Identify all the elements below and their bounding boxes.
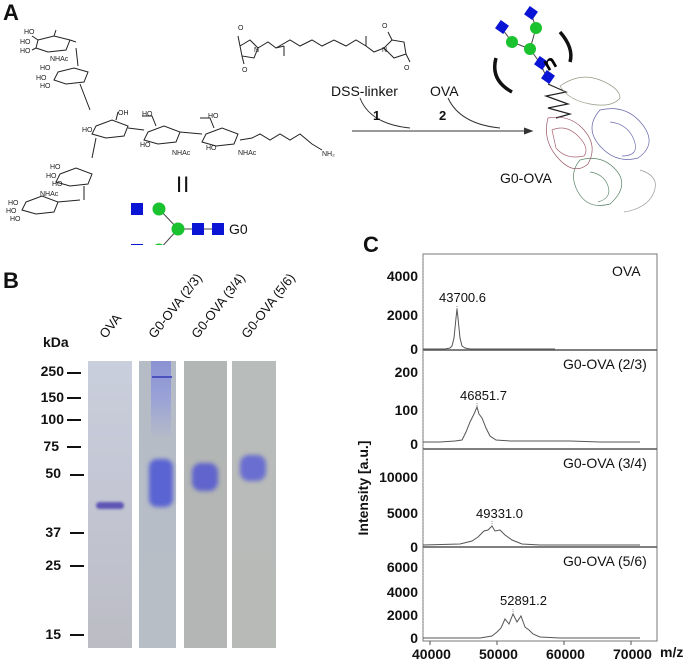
svg-text:HO: HO — [24, 29, 35, 36]
marker-37: 37 — [45, 524, 61, 540]
ytick: 2000 — [386, 607, 418, 623]
xtick-70000: 70000 — [613, 646, 652, 662]
panel-a-letter: A — [3, 0, 19, 25]
band-ova — [96, 502, 124, 509]
peak-label-ova: 43700.6 — [439, 290, 486, 305]
svg-text:O: O — [404, 65, 410, 72]
panel-a-scheme: HO HO HO NHAc HO HO HO OH HO HO HO HO NH… — [6, 6, 656, 245]
marker-150: 150 — [40, 389, 64, 405]
svg-text:N: N — [254, 47, 259, 54]
xtick-50000: 50000 — [479, 646, 518, 662]
spectrum-title-g0-ova-3-4: G0-OVA (3/4) — [563, 455, 647, 471]
ova-reagent-label: OVA — [430, 83, 459, 99]
ms-xlabel: m/z — [660, 644, 684, 660]
svg-text:NH₂: NH₂ — [322, 151, 335, 158]
reaction-arrow — [352, 97, 534, 135]
peak-label-g0-ova-3-4: 49331.0 — [476, 506, 523, 521]
gel-lane-g0-ova-5-6 — [232, 361, 276, 648]
spectrum-title-g0-ova-5-6: G0-OVA (5/6) — [563, 553, 647, 569]
marker-75: 75 — [43, 438, 59, 454]
ytick: 5000 — [386, 505, 418, 521]
g0-ova-cartoon — [493, 6, 656, 213]
g0-ova-product-label: G0-OVA — [500, 170, 552, 186]
equals-symbol: II — [176, 172, 191, 197]
svg-text:NHAc: NHAc — [40, 191, 59, 198]
g0-glycan-label: G0 — [229, 221, 248, 237]
ytick: 200 — [394, 364, 418, 380]
svg-text:OH: OH — [118, 110, 129, 117]
band-g0-ova-2-3 — [149, 459, 173, 507]
marker-tick — [67, 419, 81, 421]
band-g0-ova-3-4 — [192, 463, 218, 491]
gel-lane-g0-ova-2-3 — [139, 361, 176, 648]
marker-tick — [67, 446, 81, 448]
marker-tick — [67, 397, 81, 399]
marker-100: 100 — [40, 411, 64, 427]
marker-15: 15 — [45, 626, 61, 642]
marker-tick — [70, 532, 84, 534]
panel-c-letter: C — [363, 232, 379, 257]
marker-tick — [70, 565, 84, 567]
marker-tick — [67, 372, 81, 374]
marker-25: 25 — [45, 557, 61, 573]
marker-250: 250 — [40, 363, 64, 379]
marker-tick — [70, 474, 84, 476]
linker-label: DSS-linker — [331, 83, 398, 99]
svg-text:NHAc: NHAc — [238, 150, 257, 157]
svg-text:HO: HO — [208, 113, 219, 120]
svg-text:HO: HO — [36, 75, 47, 82]
svg-text:O: O — [382, 23, 388, 30]
peak-label-g0-ova-5-6: 52891.2 — [500, 593, 547, 608]
ytick: 4000 — [386, 584, 418, 600]
smear-high — [151, 361, 171, 436]
step-2-label: 2 — [439, 108, 447, 123]
ytick: 100 — [394, 402, 418, 418]
svg-text:HO: HO — [40, 65, 51, 72]
ytick: 0 — [410, 436, 418, 452]
ytick: 0 — [410, 630, 418, 646]
gel-lane-g0-ova-3-4 — [184, 361, 227, 648]
step-1-label: 1 — [373, 108, 381, 123]
band-g0-ova-5-6 — [240, 455, 266, 481]
ytick: 6000 — [386, 559, 418, 575]
svg-text:HO: HO — [20, 39, 31, 46]
ytick: 2000 — [386, 307, 418, 323]
svg-text:HO: HO — [8, 200, 19, 207]
ytick: 10000 — [379, 469, 418, 485]
svg-text:N: N — [382, 47, 387, 54]
peak-label-g0-ova-2-3: 46851.7 — [460, 388, 507, 403]
svg-text:HO: HO — [206, 145, 217, 152]
svg-text:NHAc: NHAc — [50, 56, 69, 63]
svg-text:O: O — [242, 67, 248, 74]
svg-text:HO: HO — [6, 208, 17, 215]
ytick: 4000 — [386, 268, 418, 284]
svg-text:HO: HO — [46, 173, 57, 180]
svg-text:O: O — [238, 25, 244, 32]
dss-linker-structure — [237, 31, 411, 65]
svg-text:NHAc: NHAc — [172, 150, 191, 157]
gel-lane-ova — [88, 361, 132, 648]
xtick-60000: 60000 — [546, 646, 585, 662]
g0-glycan-cartoon — [131, 202, 224, 245]
marker-50: 50 — [45, 465, 61, 481]
marker-tick — [70, 634, 84, 636]
xtick-40000: 40000 — [412, 646, 451, 662]
ytick: 0 — [410, 539, 418, 555]
kda-unit-label: kDa — [43, 334, 69, 350]
spectrum-title-g0-ova-2-3: G0-OVA (2/3) — [563, 356, 647, 372]
glycan-structure — [21, 29, 323, 215]
svg-text:HO: HO — [82, 127, 93, 134]
svg-text:HO: HO — [50, 164, 61, 171]
spectrum-title-ova: OVA — [612, 263, 641, 279]
svg-text:HO: HO — [40, 83, 51, 90]
svg-text:HO: HO — [10, 216, 21, 223]
svg-text:HO: HO — [142, 111, 153, 118]
svg-text:HO: HO — [52, 181, 63, 188]
ytick: 0 — [410, 341, 418, 357]
svg-text:HO: HO — [140, 142, 151, 149]
panel-b-letter: B — [3, 268, 19, 293]
svg-text:HO: HO — [20, 48, 31, 55]
band-250kda — [152, 376, 172, 378]
